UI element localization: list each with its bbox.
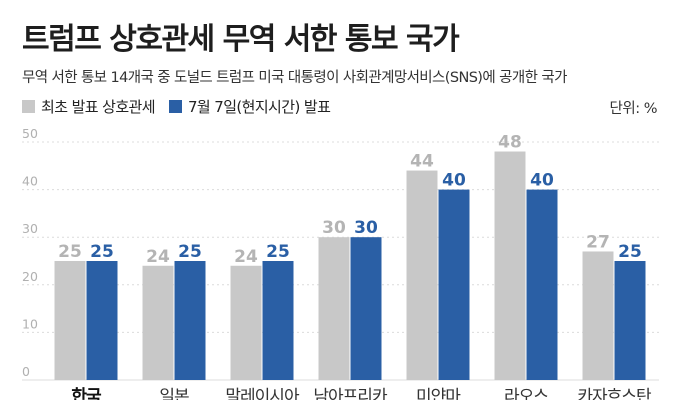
category-label: 미얀마: [416, 387, 461, 400]
bar-initial: [142, 265, 174, 380]
chart-subtitle: 무역 서한 통보 14개국 중 도널드 트럼프 미국 대통령이 사회관계망서비스…: [22, 70, 567, 86]
legend-swatch-initial: [22, 100, 35, 113]
category-label: 한국: [71, 387, 102, 400]
legend-swatch-july7: [168, 100, 182, 113]
y-tick-label: 10: [22, 316, 38, 331]
y-tick-label: 50: [22, 126, 38, 141]
data-label-initial: 30: [322, 218, 346, 238]
bar-july7: [526, 189, 558, 380]
unit-label: 단위: %: [609, 101, 658, 117]
data-label-initial: 24: [234, 247, 258, 267]
bar-initial: [318, 237, 350, 380]
category-label: 말레이시아: [225, 387, 300, 400]
legend-item-initial: 최초 발표 상호관세: [22, 96, 156, 117]
y-tick-label: 30: [22, 221, 38, 236]
category-labels-layer: 한국 일본 말레이시아 남아프리카 미얀마 라오스 카자흐스탄: [71, 387, 653, 400]
data-label-initial: 25: [58, 242, 82, 262]
labels-layer: 25 25 24 25 24 25 30 30 44 40 48 40 27 25: [58, 133, 642, 267]
legend-label-initial: 최초 발표 상호관세: [41, 98, 156, 116]
category-label: 일본: [159, 387, 189, 400]
data-label-july7: 40: [530, 171, 554, 191]
bar-initial: [494, 151, 526, 380]
bar-july7: [350, 237, 382, 380]
bar-initial: [54, 261, 86, 380]
bar-july7: [174, 261, 206, 380]
data-label-initial: 48: [498, 133, 522, 153]
data-label-initial: 24: [146, 247, 170, 267]
category-label: 라오스: [504, 387, 548, 400]
data-label-initial: 44: [410, 152, 434, 172]
legend-item-july7: 7월 7일(현지시간) 발표: [168, 96, 331, 117]
bar-initial: [230, 265, 262, 380]
y-tick-label: 40: [22, 174, 38, 189]
data-label-july7: 25: [178, 242, 202, 262]
category-label: 카자흐스탄: [577, 387, 652, 400]
data-label-initial: 27: [586, 232, 610, 252]
data-label-july7: 40: [442, 171, 466, 191]
bars-layer: [54, 151, 646, 380]
data-label-july7: 25: [266, 242, 290, 262]
data-label-july7: 25: [90, 242, 114, 262]
y-tick-label: 20: [22, 269, 38, 284]
bar-july7: [262, 261, 294, 380]
bar-initial: [406, 170, 438, 380]
bar-july7: [614, 261, 646, 380]
chart-title: 트럼프 상호관세 무역 서한 통보 국가: [22, 22, 460, 57]
data-label-july7: 30: [354, 218, 378, 238]
legend-label-july7: 7월 7일(현지시간) 발표: [187, 98, 331, 116]
bar-initial: [582, 251, 614, 380]
data-label-july7: 25: [618, 242, 642, 262]
bar-july7: [438, 189, 470, 380]
y-tick-label: 0: [22, 364, 30, 379]
bar-july7: [86, 261, 118, 380]
category-label: 남아프리카: [313, 387, 388, 400]
legend: 최초 발표 상호관세 7월 7일(현지시간) 발표: [22, 96, 344, 117]
